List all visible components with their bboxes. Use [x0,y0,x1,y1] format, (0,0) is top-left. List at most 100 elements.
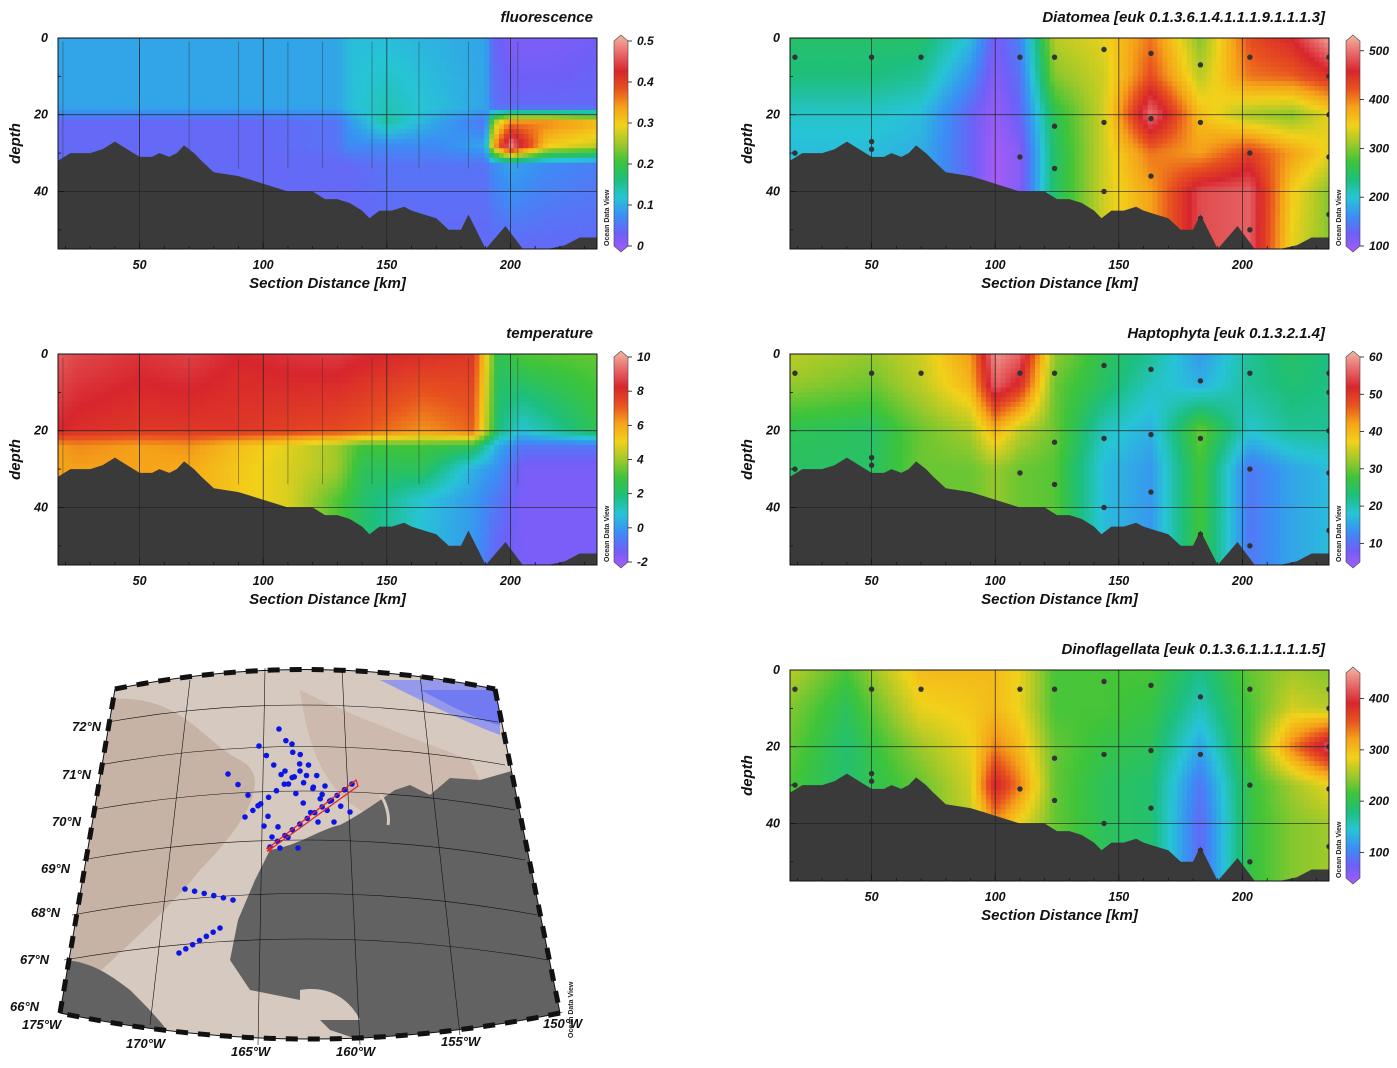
sample-point [1148,366,1154,373]
map-station [289,741,295,747]
x-tick-label: 50 [865,574,879,588]
y-axis-label: depth [739,123,756,164]
sample-point [868,770,875,777]
sample-point [1051,439,1058,445]
x-tick-label: 150 [1108,890,1129,904]
colorbar-tick-label: 100 [1369,239,1389,253]
sample-point [1197,694,1204,700]
sample-point [1326,786,1329,792]
map-station [242,814,248,820]
map-station [203,933,210,940]
odv-watermark: Ocean Data View [1336,505,1343,562]
colorbar: -2 0 2 4 6 8 10 [613,350,651,569]
plot-frame [789,37,1330,250]
map-station [210,929,216,935]
colorbar-tick-label: 50 [1369,387,1383,401]
x-axis-label: Section Distance [km] [249,275,407,292]
map-station [315,819,321,825]
map-station [263,752,270,759]
y-tick-label: 0 [773,31,780,45]
map-section-track: * [266,779,359,861]
map-station [235,781,241,788]
y-tick-label: 20 [33,108,48,122]
panel-title: temperature [506,325,593,342]
y-tick-label: 40 [765,816,780,830]
x-tick-label: 100 [985,258,1006,272]
x-tick-label: 50 [133,574,147,588]
colorbar-tick-label: 400 [1368,692,1389,706]
x-tick-label: 200 [1231,890,1253,904]
plot-frame [57,353,598,566]
bathymetry [790,457,1329,565]
sample-point [792,782,798,788]
sample-point [1197,119,1204,126]
map-station [183,946,189,952]
sample-point [1326,705,1329,712]
sample-point [1017,470,1023,476]
map-station [270,762,277,768]
odv-watermark: Ocean Data View [604,189,611,246]
map-station [337,803,344,809]
station-map: * 72°N 71°N 70°N 69°N 68°N 67°N 66°N 175… [10,667,584,1059]
y-tick-label: 40 [765,500,780,514]
colorbar: 100 200 300 400 [1345,666,1389,885]
map-station [281,781,288,787]
colorbar-tick-label: 300 [1369,141,1389,155]
odv-watermark: Ocean Data View [1336,189,1343,246]
map-kotzebue [300,989,360,1020]
colorbar-tick-label: 0 [637,239,644,253]
colorbar: 100 200 300 400 500 [1345,34,1389,253]
y-tick-label: 40 [33,500,48,514]
colorbar-tick-label: 0 [637,521,644,535]
map-station [196,937,203,944]
map-station [265,794,272,801]
map-station [303,772,310,779]
panel-title: Diatomea [euk 0.1.3.6.1.4.1.1.1.9.1.1.1.… [1042,9,1326,26]
plot-frame [789,669,1330,882]
x-tick-label: 50 [865,258,879,272]
sample-point [1326,744,1329,750]
sample-point [918,686,924,692]
sample-point [1051,370,1058,376]
map-station [295,845,301,851]
map-station [293,790,299,797]
map-station [331,819,337,825]
sample-point [1326,428,1329,434]
sample-point [1326,527,1329,534]
odv-watermark: Ocean Data View [604,505,611,562]
y-tick-label: 20 [765,108,780,122]
lat-label-67: 67°N [20,952,50,967]
sample-point [1101,751,1107,758]
map-station [182,886,188,892]
sample-point [868,462,875,468]
colorbar-tick-label: 200 [1368,794,1389,808]
map-deep-shelf [60,698,255,1013]
sample-point [1051,797,1058,804]
map-station [310,785,316,792]
sample-point [1017,686,1023,692]
heatmap-field [58,38,597,249]
map-graticule [63,667,549,1046]
x-axis-label: Section Distance [km] [981,591,1139,608]
colorbar-tick-label: 10 [1369,536,1383,550]
map-stations [176,726,355,956]
lat-label-69: 69°N [41,861,71,876]
colorbar-tick-label: 300 [1369,743,1389,757]
sample-point [1148,682,1154,689]
x-axis-label: Section Distance [km] [981,275,1139,292]
map-station [201,890,207,897]
sample-point [1148,431,1154,438]
sample-point [1101,435,1107,442]
map-frame-ticks [57,667,563,1042]
sample-point [1326,389,1329,396]
sample-point [1326,370,1329,376]
sample-point [1101,119,1107,126]
map-station [250,807,256,814]
panel-title: Dinoflagellata [euk 0.1.3.6.1.1.1.1.1.5] [1062,641,1326,658]
lat-label-71: 71°N [62,767,92,782]
sample-point [1017,370,1023,376]
colorbar-tick-label: 0.3 [637,116,654,130]
x-tick-label: 100 [253,258,274,272]
map-station [257,801,264,807]
y-axis-label: depth [7,439,24,480]
